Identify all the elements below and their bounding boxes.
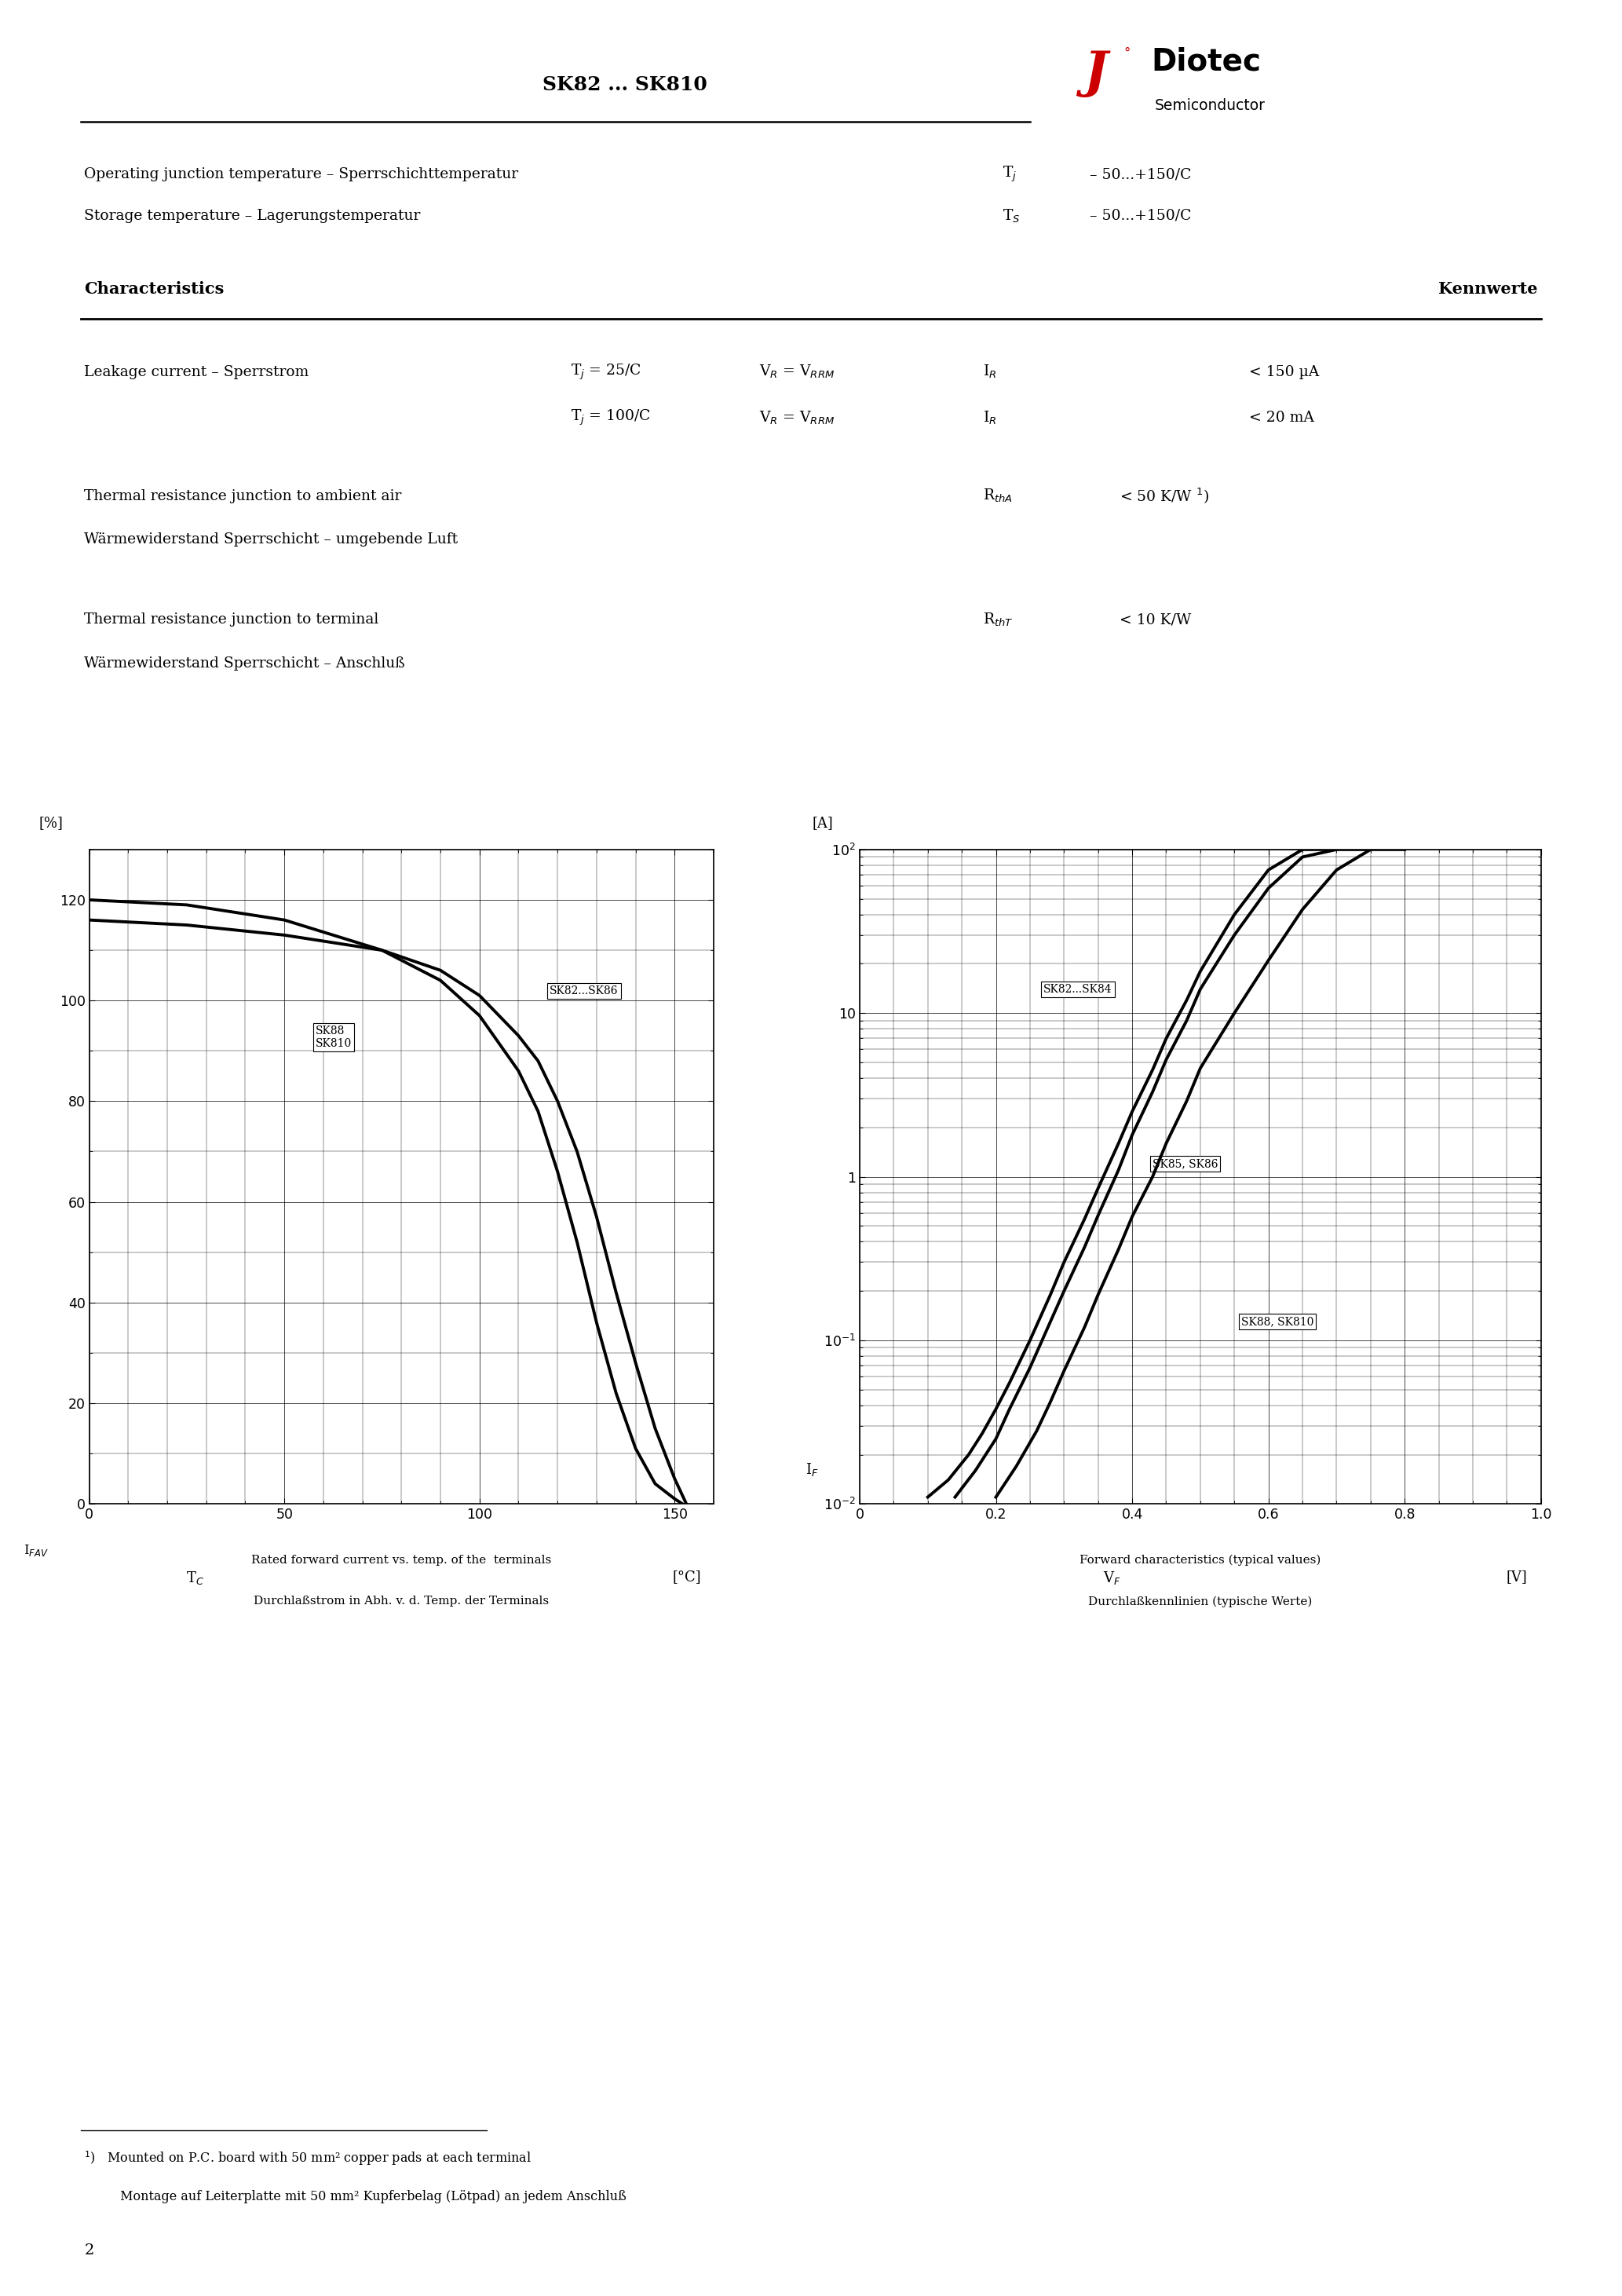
Text: Durchlaßstrom in Abh. v. d. Temp. der Terminals: Durchlaßstrom in Abh. v. d. Temp. der Te…: [253, 1596, 550, 1607]
Text: T$_C$   50     100    150    [°C]: T$_C$ 50 100 150 [°C]: [433, 1559, 448, 1564]
Text: V$_R$ = V$_{RRM}$: V$_R$ = V$_{RRM}$: [759, 409, 835, 427]
Text: R$_{thT}$: R$_{thT}$: [983, 611, 1014, 629]
Text: – 50...+150/C: – 50...+150/C: [1090, 168, 1192, 181]
Text: Wärmewiderstand Sperrschicht – umgebende Luft: Wärmewiderstand Sperrschicht – umgebende…: [84, 533, 457, 546]
Text: < 150 µA: < 150 µA: [1249, 365, 1319, 379]
Text: V$_F$: V$_F$: [1103, 1570, 1121, 1587]
Text: T$_j$ = 25/C: T$_j$ = 25/C: [571, 363, 642, 381]
Text: [%]: [%]: [39, 815, 63, 829]
Text: Storage temperature – Lagerungstemperatur: Storage temperature – Lagerungstemperatu…: [84, 209, 420, 223]
Text: °: °: [1124, 46, 1131, 60]
Text: SK88, SK810: SK88, SK810: [1241, 1316, 1314, 1327]
Text: Leakage current – Sperrstrom: Leakage current – Sperrstrom: [84, 365, 310, 379]
Text: V$_R$ = V$_{RRM}$: V$_R$ = V$_{RRM}$: [759, 363, 835, 381]
Text: I$_R$: I$_R$: [983, 409, 996, 427]
Text: Semiconductor: Semiconductor: [1155, 99, 1265, 113]
Text: T$_j$: T$_j$: [1002, 165, 1017, 184]
Text: 2: 2: [84, 2243, 94, 2257]
Text: J: J: [1083, 48, 1108, 99]
Text: Thermal resistance junction to ambient air: Thermal resistance junction to ambient a…: [84, 489, 402, 503]
Text: T$_j$ = 100/C: T$_j$ = 100/C: [571, 409, 650, 427]
Text: Thermal resistance junction to terminal: Thermal resistance junction to terminal: [84, 613, 380, 627]
Text: Kennwerte: Kennwerte: [1439, 282, 1538, 296]
Text: Wärmewiderstand Sperrschicht – Anschluß: Wärmewiderstand Sperrschicht – Anschluß: [84, 657, 406, 670]
Text: < 20 mA: < 20 mA: [1249, 411, 1314, 425]
Text: Diotec: Diotec: [1152, 48, 1262, 76]
Text: T$_S$: T$_S$: [1002, 207, 1020, 225]
Text: [A]: [A]: [813, 815, 834, 829]
Text: Montage auf Leiterplatte mit 50 mm² Kupferbelag (Lötpad) an jedem Anschluß: Montage auf Leiterplatte mit 50 mm² Kupf…: [84, 2190, 626, 2204]
Text: Operating junction temperature – Sperrschichttemperatur: Operating junction temperature – Sperrsc…: [84, 168, 519, 181]
Text: – 50...+150/C: – 50...+150/C: [1090, 209, 1192, 223]
Text: SK82...SK86: SK82...SK86: [550, 985, 618, 996]
Text: SK82...SK84: SK82...SK84: [1043, 983, 1113, 994]
Text: [°C]: [°C]: [673, 1570, 701, 1584]
Text: I$_{FAV}$: I$_{FAV}$: [24, 1543, 49, 1559]
Text: R$_{thA}$: R$_{thA}$: [983, 487, 1012, 505]
Text: $^1$)   Mounted on P.C. board with 50 mm² copper pads at each terminal: $^1$) Mounted on P.C. board with 50 mm² …: [84, 2149, 532, 2167]
Text: SK85, SK86: SK85, SK86: [1153, 1157, 1218, 1169]
Text: T$_C$: T$_C$: [187, 1570, 204, 1587]
Text: < 50 K/W $^1$): < 50 K/W $^1$): [1119, 487, 1208, 505]
Text: Rated forward current vs. temp. of the  terminals: Rated forward current vs. temp. of the t…: [251, 1554, 551, 1566]
Text: Durchlaßkennlinien (typische Werte): Durchlaßkennlinien (typische Werte): [1088, 1596, 1312, 1607]
Text: Characteristics: Characteristics: [84, 282, 224, 296]
Text: SK88
SK810: SK88 SK810: [316, 1026, 352, 1049]
Text: SK82 ... SK810: SK82 ... SK810: [542, 76, 707, 94]
Text: I$_R$: I$_R$: [983, 363, 996, 381]
Text: [V]: [V]: [1507, 1570, 1528, 1584]
Text: Forward characteristics (typical values): Forward characteristics (typical values): [1080, 1554, 1320, 1566]
Text: I$_F$: I$_F$: [806, 1460, 819, 1479]
Text: < 10 K/W: < 10 K/W: [1119, 613, 1191, 627]
